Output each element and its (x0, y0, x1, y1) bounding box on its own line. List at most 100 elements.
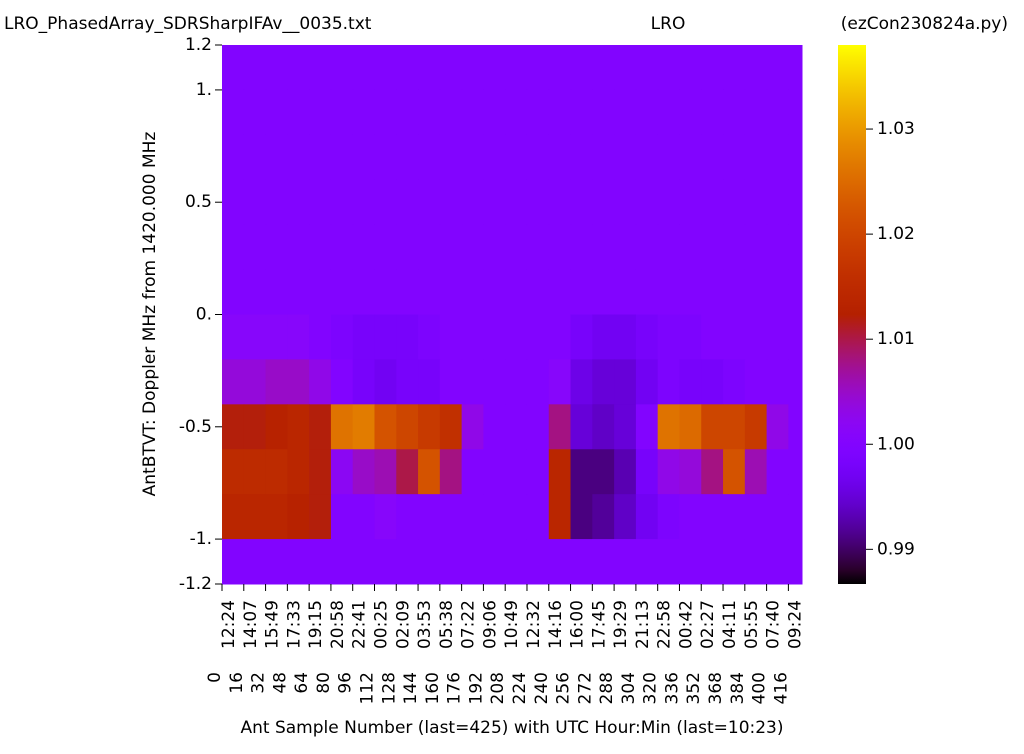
heatmap-cell (592, 269, 615, 315)
heatmap-cell (744, 314, 768, 360)
y-tick-label: -1. (190, 529, 212, 549)
heatmap-cell (243, 359, 267, 405)
heatmap-cell (374, 89, 397, 136)
heatmap-cell (396, 89, 419, 136)
x-tick-time: 03:53 (415, 600, 435, 649)
heatmap-cell (701, 314, 724, 360)
heatmap-cell (635, 539, 659, 585)
heatmap-cell (352, 539, 375, 585)
heatmap-cell (265, 449, 288, 495)
heatmap-cell (396, 134, 419, 181)
x-tick-time: 17:45 (589, 600, 609, 649)
heatmap-cell (505, 404, 528, 450)
heatmap-cell (287, 134, 310, 181)
heatmap-cell (526, 449, 550, 495)
heatmap-cell (309, 359, 332, 405)
heatmap-cell (701, 224, 724, 271)
heatmap-cell (635, 494, 659, 540)
heatmap-cell (635, 404, 659, 450)
heatmap-cell (635, 179, 659, 226)
heatmap-cell (766, 539, 789, 585)
heatmap-cell (330, 404, 354, 450)
heatmap-cell (265, 224, 288, 271)
heatmap-cell (701, 539, 724, 585)
heatmap-cell (592, 404, 615, 450)
heatmap-cell (788, 224, 803, 271)
heatmap-cell (461, 134, 484, 181)
heatmap-cell (592, 314, 615, 360)
x-tick-time: 02:27 (698, 600, 718, 649)
heatmap-cell (723, 314, 746, 360)
heatmap-cell (614, 494, 637, 540)
heatmap-cell (788, 494, 803, 540)
x-tick-time: 07:22 (459, 600, 479, 649)
heatmap-cell (744, 494, 768, 540)
x-tick-time: 17:33 (284, 600, 304, 649)
heatmap-cell (418, 179, 441, 226)
heatmap-cell (287, 404, 310, 450)
x-tick-label: 256 (554, 672, 574, 704)
x-tick-time: 05:38 (437, 600, 457, 649)
heatmap-cell (701, 269, 724, 315)
heatmap-cell (374, 539, 397, 585)
x-tick-label: 112 (357, 672, 377, 704)
heatmap-cell (374, 449, 397, 495)
x-tick-time: 22:41 (350, 600, 370, 649)
heatmap-cell (483, 269, 506, 315)
x-tick-label: 176 (445, 672, 465, 704)
x-tick-label: 128 (379, 672, 399, 704)
heatmap-cell (744, 359, 768, 405)
heatmap-cell (287, 45, 310, 91)
heatmap-cell (352, 269, 375, 315)
heatmap-cell (744, 224, 768, 271)
x-tick-label: 0 (205, 672, 225, 683)
heatmap-cell (766, 89, 789, 136)
heatmap-cell (548, 134, 572, 181)
heatmap-cell (679, 359, 702, 405)
heatmap-cell (265, 134, 288, 181)
heatmap-cell (374, 179, 397, 226)
heatmap-cell (635, 449, 659, 495)
heatmap-cell (614, 224, 637, 271)
x-tick-time: 16:00 (568, 600, 588, 649)
heatmap-cell (439, 404, 463, 450)
colorbar (838, 45, 866, 584)
heatmap-cell (679, 314, 702, 360)
heatmap-cell (570, 539, 593, 585)
heatmap-cell (222, 269, 245, 315)
heatmap-cell (744, 134, 768, 181)
heatmap-cell (330, 89, 354, 136)
heatmap-cell (309, 404, 332, 450)
heatmap-cell (222, 314, 245, 360)
x-tick-label: 96 (336, 672, 356, 694)
heatmap-cell (330, 494, 354, 540)
heatmap-cell (309, 494, 332, 540)
heatmap-cell (287, 269, 310, 315)
heatmap-cell (548, 494, 572, 540)
x-tick-time: 09:24 (785, 600, 805, 649)
heatmap-cell (396, 494, 419, 540)
heatmap-cell (679, 539, 702, 585)
x-tick-time: 12:24 (219, 600, 239, 649)
heatmap-cell (505, 539, 528, 585)
heatmap-cell (788, 134, 803, 181)
heatmap-cell (723, 404, 746, 450)
heatmap-cell (635, 269, 659, 315)
x-tick-time: 19:29 (611, 600, 631, 649)
heatmap-cell (265, 359, 288, 405)
heatmap-cell (243, 404, 267, 450)
heatmap-cell (396, 224, 419, 271)
heatmap-cell (657, 269, 680, 315)
heatmap-cell (592, 89, 615, 136)
heatmap-cell (374, 224, 397, 271)
heatmap-cell (701, 134, 724, 181)
heatmap-cell (309, 45, 332, 91)
heatmap-cell (287, 224, 310, 271)
x-tick-time: 19:15 (306, 600, 326, 649)
x-tick-label: 416 (771, 672, 791, 704)
heatmap-cell (330, 269, 354, 315)
heatmap-cell (309, 179, 332, 226)
heatmap-cell (309, 539, 332, 585)
heatmap-cell (330, 45, 354, 91)
heatmap-cell (396, 404, 419, 450)
